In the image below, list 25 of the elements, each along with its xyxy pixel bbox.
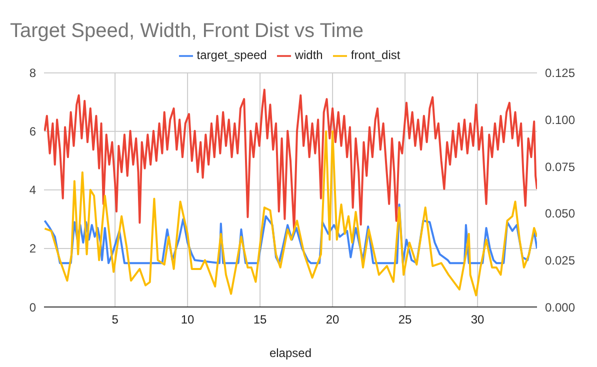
line-series xyxy=(44,204,537,264)
y-tick-label: 0 xyxy=(29,300,36,314)
legend-label: target_speed xyxy=(196,48,267,62)
line-series xyxy=(44,130,537,296)
x-tick-label: 20 xyxy=(326,312,340,327)
y-tick-label: 6 xyxy=(29,124,36,139)
y2-tick-label: 0.050 xyxy=(545,206,576,221)
y2-tick-label: 0.100 xyxy=(545,112,576,127)
x-tick-label: 25 xyxy=(398,312,412,327)
x-tick-label: 15 xyxy=(253,312,268,327)
legend-label: width xyxy=(294,48,323,62)
chart-title: Target Speed, Width, Front Dist vs Time xyxy=(10,20,364,43)
y2-tick-label: 0.075 xyxy=(545,160,576,174)
y-tick-label: 8 xyxy=(29,66,36,80)
y2-tick-label: 0.125 xyxy=(545,66,576,80)
y2-tick-label: 0.025 xyxy=(545,253,576,268)
x-tick-label: 30 xyxy=(470,312,485,327)
y2-tick-label: 0.000 xyxy=(545,300,576,314)
y-tick-label: 4 xyxy=(29,183,36,198)
y-tick-label: 2 xyxy=(29,242,36,256)
legend-label: front_dist xyxy=(350,48,400,62)
x-axis-title: elapsed xyxy=(269,346,312,360)
x-tick-label: 5 xyxy=(112,312,119,327)
line-series xyxy=(44,88,537,232)
x-tick-label: 10 xyxy=(180,312,195,327)
